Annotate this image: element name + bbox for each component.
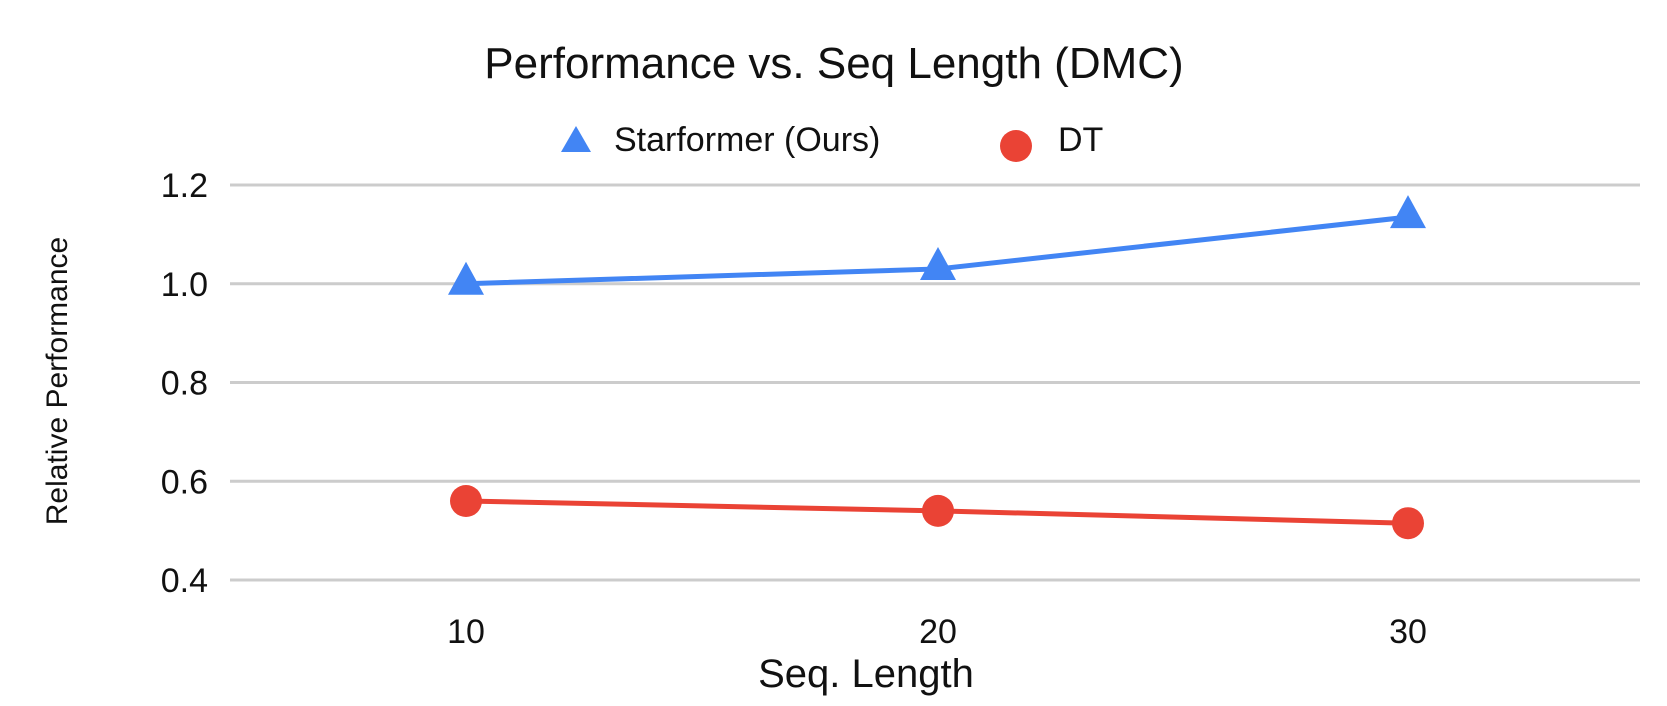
y-tick-label-1: 0.6: [161, 463, 208, 501]
data-point-triangle-0-1: [920, 246, 956, 280]
data-point-circle-1-0: [450, 485, 482, 517]
series-layer: [448, 195, 1426, 540]
series-0: [448, 195, 1426, 295]
x-tick-label-2: 30: [1389, 613, 1427, 651]
y-tick-label-2: 0.8: [161, 365, 208, 403]
y-axis-label: Relative Performance: [41, 237, 74, 525]
legend-dt-circle-icon: [1000, 130, 1032, 162]
data-point-circle-1-2: [1392, 507, 1424, 540]
data-point-circle-1-1: [922, 494, 954, 527]
x-tick-label-1: 20: [919, 613, 957, 651]
y-tick-label-3: 1.0: [161, 266, 208, 304]
legend-starformer-triangle-icon: [561, 126, 591, 152]
legend: Starformer (Ours) DT: [561, 121, 1103, 162]
legend-label-dt: DT: [1058, 121, 1103, 159]
x-tick-label-0: 10: [447, 613, 485, 651]
x-tick-labels: 10 20 30: [447, 613, 1427, 651]
data-point-triangle-0-0: [448, 261, 484, 295]
x-axis-label: Seq. Length: [758, 652, 974, 696]
y-tick-labels: 0.4 0.6 0.8 1.0 1.2: [161, 167, 208, 600]
data-point-triangle-0-2: [1390, 195, 1426, 229]
y-tick-label-4: 1.2: [161, 167, 208, 205]
chart-title: Performance vs. Seq Length (DMC): [484, 39, 1183, 88]
y-tick-label-0: 0.4: [161, 562, 208, 600]
legend-label-starformer: Starformer (Ours): [614, 121, 880, 159]
series-1: [450, 485, 1424, 540]
